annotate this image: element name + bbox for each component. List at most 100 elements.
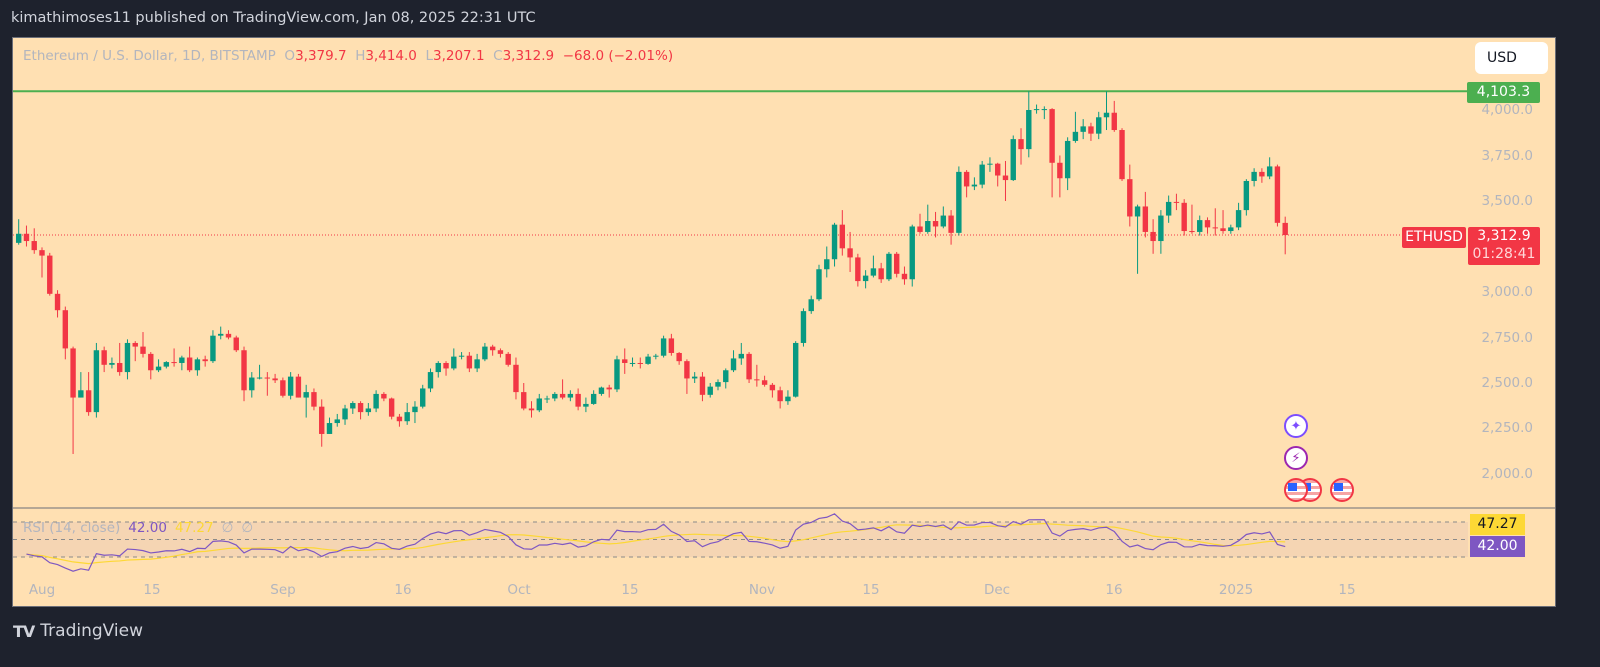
- candle-body: [1150, 231, 1156, 242]
- candle-body: [824, 259, 830, 270]
- candle-body: [660, 338, 667, 356]
- candle-body: [1049, 109, 1055, 163]
- candle-body: [225, 333, 232, 338]
- candle-body: [303, 392, 309, 398]
- candle-body: [458, 355, 465, 357]
- candle-body: [1228, 227, 1234, 232]
- candle-body: [1274, 166, 1281, 223]
- time-axis-tick: 16: [1105, 582, 1123, 598]
- time-axis-tick: Aug: [28, 582, 56, 598]
- symbol-price-label: ETHUSD: [1402, 227, 1466, 248]
- us-flag-event-icon[interactable]: [1284, 478, 1308, 502]
- price-axis-tick: 2,250.0: [1481, 420, 1533, 436]
- candle-body: [163, 362, 170, 367]
- candle-body: [738, 353, 744, 359]
- candle-body: [70, 348, 76, 398]
- candle-body: [792, 342, 799, 397]
- time-axis-tick: Nov: [748, 582, 776, 598]
- candle-body: [995, 163, 1001, 176]
- candle-body: [956, 171, 962, 233]
- candle-body: [723, 370, 729, 383]
- candle-body: [761, 380, 768, 385]
- candle-body: [93, 350, 100, 413]
- candle-body: [769, 384, 776, 391]
- candle-body: [443, 362, 449, 369]
- candle-body: [357, 403, 364, 413]
- candle-body: [311, 392, 317, 407]
- candle-body: [210, 335, 216, 362]
- tradingview-logo[interactable]: TV TradingView: [13, 621, 143, 641]
- rsi-extra-1: ∅: [221, 520, 234, 536]
- candle-body: [388, 398, 395, 417]
- open-value: 3,379.7: [295, 48, 347, 64]
- candle-body: [140, 346, 146, 354]
- candle-body: [427, 372, 434, 389]
- lightning-event-icon[interactable]: ⚡: [1284, 446, 1308, 470]
- candle-body: [963, 171, 970, 187]
- candle-body: [544, 398, 550, 400]
- time-axis-tick: Oct: [507, 582, 531, 598]
- rsi-label[interactable]: RSI (14, close): [23, 520, 121, 536]
- candle-body: [1173, 201, 1180, 203]
- candle-body: [365, 408, 372, 413]
- candle-body: [653, 355, 659, 357]
- candle-body: [901, 273, 908, 280]
- candle-body: [622, 359, 628, 363]
- candle-body: [1064, 140, 1071, 179]
- close-label: C: [493, 48, 503, 64]
- price-axis-tick: 3,500.0: [1481, 193, 1533, 209]
- candle-body: [23, 233, 30, 242]
- candle-body: [117, 362, 123, 373]
- candle-body: [808, 299, 814, 312]
- candle-body: [1134, 206, 1141, 217]
- candle-body: [1096, 117, 1102, 134]
- candle-body: [179, 357, 185, 363]
- symbol-title[interactable]: Ethereum / U.S. Dollar, 1D, BITSTAMP: [23, 48, 276, 64]
- candle-body: [1088, 126, 1094, 134]
- bar-countdown: 01:28:41: [1472, 246, 1536, 262]
- candle-body: [101, 350, 107, 365]
- candle-body: [373, 393, 379, 409]
- candle-body: [1033, 109, 1040, 111]
- candle-body: [932, 221, 939, 227]
- candle-body: [497, 350, 504, 354]
- candle-body: [1235, 210, 1242, 228]
- candle-body: [1018, 139, 1024, 150]
- candle-body: [287, 376, 294, 396]
- us-flag-event-icon[interactable]: [1330, 478, 1354, 502]
- candle-body: [155, 366, 162, 371]
- time-axis-tick: 2025: [1218, 582, 1254, 598]
- candle-body: [233, 337, 239, 351]
- price-axis-tick: 4,000.0: [1481, 102, 1533, 118]
- candle-body: [691, 376, 698, 379]
- candle-body: [598, 387, 605, 394]
- candle-body: [785, 396, 791, 402]
- candle-body: [839, 224, 846, 249]
- brand-name: TradingView: [40, 621, 144, 641]
- candle-body: [1266, 166, 1273, 177]
- candle-body: [241, 350, 247, 391]
- candle-body: [862, 275, 869, 282]
- candle-body: [218, 333, 224, 336]
- rsi-ma-line: [26, 522, 1286, 565]
- candle-body: [979, 164, 985, 185]
- candle-body: [909, 226, 915, 280]
- candle-body: [295, 376, 302, 398]
- candle-body: [559, 393, 566, 398]
- crypto-event-icon[interactable]: ✦: [1284, 414, 1308, 438]
- candle-body: [590, 393, 597, 404]
- candle-body: [1111, 112, 1117, 131]
- candle-body: [319, 406, 325, 434]
- currency-button[interactable]: USD: [1475, 42, 1548, 74]
- candle-body: [435, 362, 441, 373]
- chart-pane[interactable]: [12, 37, 1556, 607]
- candle-body: [1197, 220, 1203, 232]
- candle-body: [249, 377, 255, 391]
- candle-body: [1026, 110, 1032, 150]
- candle-body: [47, 255, 53, 294]
- candle-body: [148, 353, 154, 371]
- candle-body: [1002, 175, 1009, 181]
- time-axis-tick: 15: [621, 582, 639, 598]
- rsi-value: 42.00: [128, 520, 167, 536]
- candle-body: [637, 362, 643, 364]
